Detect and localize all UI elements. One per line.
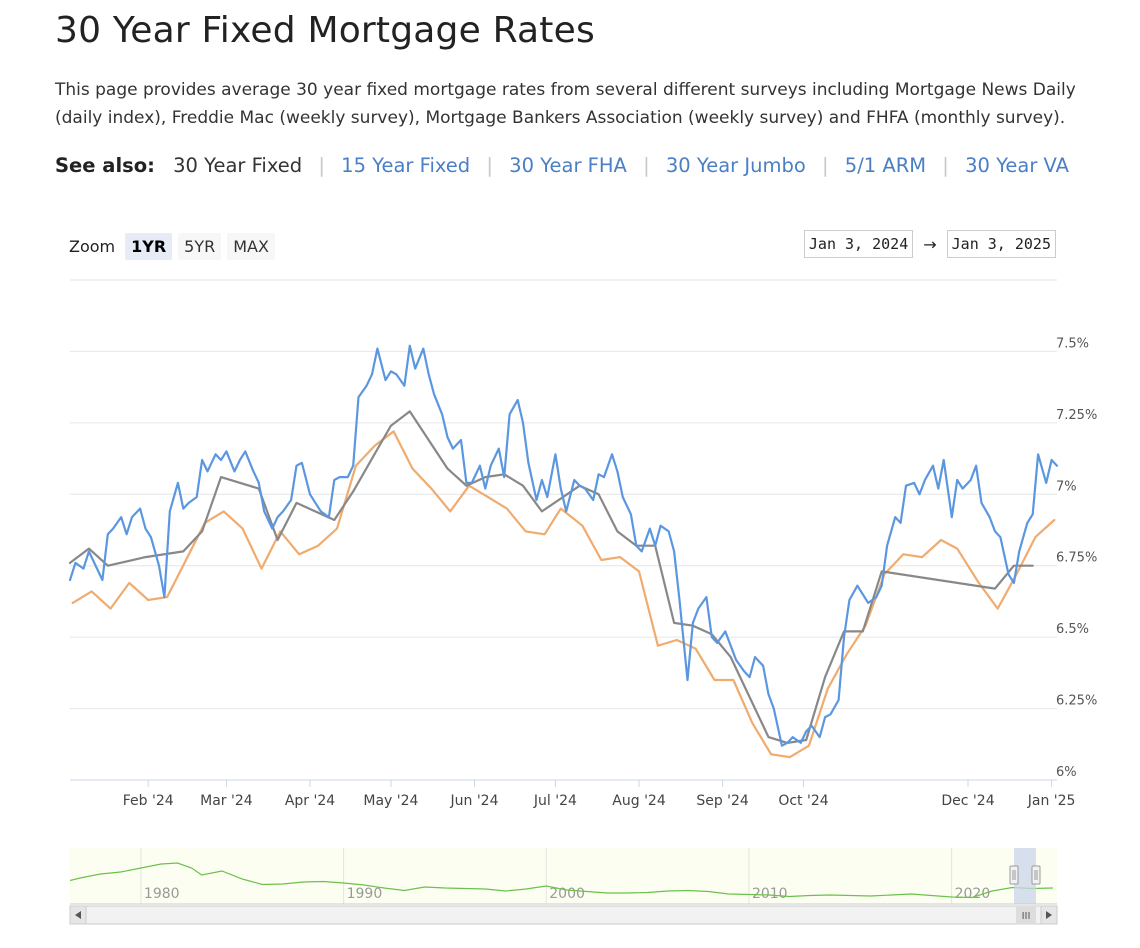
navigator-series-line	[69, 862, 1053, 899]
chart-navigator[interactable]: 1980 1990 2000 2010 2020 III	[0, 840, 1140, 940]
navigator-year-label: 1990	[347, 886, 383, 902]
x-tick-label: Mar '24	[200, 793, 253, 809]
page-description: This page provides average 30 year fixed…	[55, 80, 1076, 128]
navigator-handle-right[interactable]	[1031, 865, 1041, 885]
x-tick-label: Apr '24	[285, 793, 335, 809]
y-tick-label: 7.5%	[1056, 336, 1089, 351]
y-tick-label: 6.75%	[1056, 551, 1097, 566]
x-tick-label: May '24	[363, 793, 418, 809]
navigator-scrollbar-track[interactable]	[69, 905, 1058, 925]
navigator-year-label: 1980	[144, 886, 180, 902]
link-30-year-fha[interactable]: 30 Year FHA	[509, 154, 627, 177]
zoom-1yr-button[interactable]: 1YR	[125, 233, 173, 260]
see-also-current: 30 Year Fixed	[173, 154, 303, 177]
date-range: Jan 3, 2024 → Jan 3, 2025	[803, 230, 1056, 258]
range-to-input[interactable]: Jan 3, 2025	[946, 230, 1056, 258]
series-line-mba	[68, 410, 1034, 744]
navigator-grid: 1980 1990 2000 2010 2020	[140, 848, 991, 904]
chart-series	[68, 344, 1059, 759]
x-tick-label: Feb '24	[123, 793, 174, 809]
rates-chart: 6% 6.25% 6.5% 6.75% 7% 7.25% 7.5% Feb '24 Mar '…	[68, 279, 1097, 809]
link-30-year-va[interactable]: 30 Year VA	[965, 154, 1069, 177]
navigator-selection[interactable]	[1014, 848, 1036, 904]
navigator-year-label: 2010	[752, 886, 788, 902]
navigator-year-label: 2020	[955, 886, 991, 902]
scroll-left-arrow-icon	[75, 911, 81, 919]
range-from-input[interactable]: Jan 3, 2024	[803, 230, 914, 258]
scrollbar-grip-icon: III	[1022, 911, 1031, 922]
zoom-max-button[interactable]: MAX	[227, 233, 275, 260]
navigator-handle-left[interactable]	[1009, 865, 1019, 885]
x-tick-label: Jun '24	[450, 793, 499, 809]
y-tick-label: 6.25%	[1056, 694, 1097, 709]
range-arrow-icon: →	[923, 234, 937, 254]
x-tick-label: Oct '24	[778, 793, 828, 809]
series-line-mnd	[68, 344, 1059, 747]
link-15-year-fixed[interactable]: 15 Year Fixed	[341, 154, 471, 177]
zoom-controls: Zoom 1YR 5YR MAX	[69, 233, 281, 260]
series-line-freddie	[71, 430, 1056, 759]
x-tick-label: Dec '24	[941, 793, 994, 809]
page-title: 30 Year Fixed Mortgage Rates	[55, 10, 595, 51]
y-tick-label: 6.5%	[1056, 622, 1089, 637]
x-tick-label: Jan '25	[1027, 793, 1076, 809]
see-also-nav: See also: 30 Year Fixed | 15 Year Fixed …	[55, 154, 1069, 177]
link-5-1-arm[interactable]: 5/1 ARM	[844, 154, 927, 177]
x-tick-label: Sep '24	[696, 793, 749, 809]
y-tick-label: 7.25%	[1056, 408, 1097, 423]
zoom-5yr-button[interactable]: 5YR	[178, 233, 222, 260]
y-tick-label: 7%	[1056, 479, 1077, 494]
x-axis: Feb '24 Mar '24 Apr '24 May '24 Jun '24 Jul '…	[70, 779, 1076, 809]
zoom-label: Zoom	[69, 237, 116, 256]
link-30-year-jumbo[interactable]: 30 Year Jumbo	[665, 154, 806, 177]
see-also-label: See also:	[55, 154, 155, 177]
y-tick-label: 6%	[1056, 765, 1077, 780]
x-tick-label: Jul '24	[533, 793, 577, 809]
chart-grid	[70, 279, 1057, 781]
y-axis-labels: 6% 6.25% 6.5% 6.75% 7% 7.25% 7.5%	[1056, 336, 1097, 780]
scroll-right-arrow-icon	[1046, 911, 1052, 919]
x-tick-label: Aug '24	[612, 793, 666, 809]
navigator-year-label: 2000	[549, 886, 585, 902]
navigator-scrollbar-thumb[interactable]	[1016, 906, 1036, 924]
